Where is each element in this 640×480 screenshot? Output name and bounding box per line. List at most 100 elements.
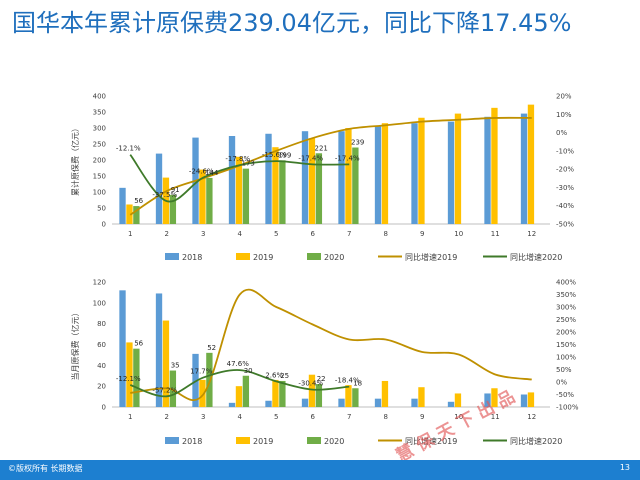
- bar-2020: [315, 153, 323, 224]
- line-data-label: -18.4%: [335, 377, 360, 385]
- bar-2018: [484, 393, 491, 407]
- bar-2020: [133, 206, 140, 224]
- x-tick-label: 9: [420, 230, 424, 238]
- bar-2018: [119, 187, 126, 224]
- bar-data-label: 52: [207, 344, 216, 352]
- bar-2020: [279, 380, 286, 407]
- bar-2018: [447, 121, 455, 224]
- legend-label: 2020: [324, 253, 344, 262]
- legend-swatch: [236, 437, 250, 444]
- bar-2019: [126, 342, 133, 407]
- bar-data-label: 221: [314, 144, 327, 152]
- bar-2018: [338, 398, 345, 407]
- bar-data-label: 56: [134, 340, 143, 348]
- y2-tick-label: 200%: [556, 329, 576, 337]
- legend-swatch: [307, 253, 321, 260]
- bar-2018: [155, 153, 163, 224]
- x-tick-label: 11: [491, 413, 500, 421]
- bar-2019: [235, 156, 243, 224]
- legend-swatch: [165, 253, 179, 260]
- y-tick-label: 80: [97, 320, 106, 328]
- bar-data-label: 199: [278, 151, 291, 159]
- x-tick-label: 2: [165, 230, 169, 238]
- line-data-label: -17.4%: [298, 154, 323, 162]
- bar-2019: [527, 392, 535, 407]
- y-tick-label: 200: [93, 157, 106, 165]
- bar-2019: [199, 169, 206, 224]
- bar-data-label: 35: [171, 362, 180, 370]
- y2-tick-label: 10%: [556, 111, 572, 119]
- bar-2018: [265, 400, 272, 407]
- x-tick-label: 7: [347, 413, 351, 421]
- line-data-label: -17.4%: [335, 154, 360, 162]
- line-data-label: -12.1%: [116, 375, 141, 383]
- footer-copyright: ©版权所有 长期数据: [8, 464, 83, 473]
- x-tick-label: 5: [274, 230, 278, 238]
- bar-2019: [199, 379, 206, 407]
- bar-2018: [484, 116, 491, 224]
- legend-swatch: [307, 437, 321, 444]
- bar-2019: [491, 388, 498, 407]
- bar-2018: [228, 402, 236, 407]
- x-tick-label: 11: [491, 230, 500, 238]
- bar-2020: [242, 375, 250, 407]
- x-tick-label: 10: [454, 413, 463, 421]
- bar-2018: [301, 398, 309, 407]
- y-tick-label: 300: [93, 125, 106, 133]
- bar-2019: [345, 128, 352, 224]
- x-tick-label: 5: [274, 413, 278, 421]
- x-tick-label: 3: [201, 413, 205, 421]
- x-tick-label: 4: [238, 413, 243, 421]
- bar-2019: [272, 379, 279, 407]
- bar-2018: [374, 398, 382, 407]
- bar-2018: [338, 131, 345, 224]
- legend-label: 2020: [324, 437, 344, 446]
- x-tick-label: 1: [128, 230, 132, 238]
- y2-tick-label: -10%: [556, 147, 574, 155]
- legend-label: 同比增速2019: [405, 252, 457, 262]
- bar-2018: [411, 398, 418, 407]
- bar-2019: [418, 117, 425, 224]
- y-tick-label: 150: [93, 173, 106, 181]
- y-tick-label: 40: [97, 362, 106, 370]
- y2-tick-label: 50%: [556, 366, 572, 374]
- x-tick-label: 4: [238, 230, 243, 238]
- y2-tick-label: -20%: [556, 166, 574, 174]
- cumulative-premium-chart: 0 50 100 150 200 250 300 350 400 20% 10% 0% -10% -20%…: [70, 93, 574, 263]
- y-tick-label: 0: [102, 221, 106, 229]
- bar-data-label: 18: [353, 379, 362, 387]
- y2-tick-label: 20%: [556, 93, 572, 101]
- line-data-label: -24.6%: [189, 168, 214, 176]
- bar-2019: [527, 104, 535, 224]
- legend-label: 2018: [182, 253, 202, 262]
- bar-2019: [381, 123, 389, 224]
- y-tick-label: 120: [93, 279, 106, 287]
- x-tick-label: 12: [527, 230, 536, 238]
- y-tick-label: 400: [93, 93, 106, 101]
- line-data-label: -12.1%: [116, 145, 141, 153]
- x-tick-label: 7: [347, 230, 351, 238]
- x-tick-label: 6: [311, 413, 316, 421]
- bar-2020: [352, 388, 359, 407]
- y2-tick-label: 0%: [556, 129, 567, 137]
- bar-2019: [162, 320, 170, 407]
- legend-label: 同比增速2020: [510, 436, 562, 446]
- y2-tick-label: -50%: [556, 221, 574, 229]
- y2-tick-label: 300%: [556, 304, 576, 312]
- bar-2020: [352, 147, 359, 224]
- line-data-label: 2.6%: [265, 371, 283, 379]
- bar-2018: [265, 133, 272, 224]
- bar-2019: [454, 393, 462, 407]
- bar-2019: [454, 113, 462, 224]
- legend-swatch: [165, 437, 179, 444]
- bar-2019: [345, 385, 352, 407]
- y-tick-label: 100: [93, 189, 106, 197]
- watermark-text: 慧 保 天 下 出 品: [392, 386, 518, 466]
- bar-2019: [308, 374, 316, 407]
- bar-data-label: 56: [134, 197, 143, 205]
- line-data-label: 17.7%: [190, 368, 213, 376]
- slide-title: 国华本年累计原保费239.04亿元，同比下降17.45%: [12, 9, 572, 37]
- page-number: 13: [619, 463, 630, 472]
- x-tick-label: 2: [165, 413, 169, 421]
